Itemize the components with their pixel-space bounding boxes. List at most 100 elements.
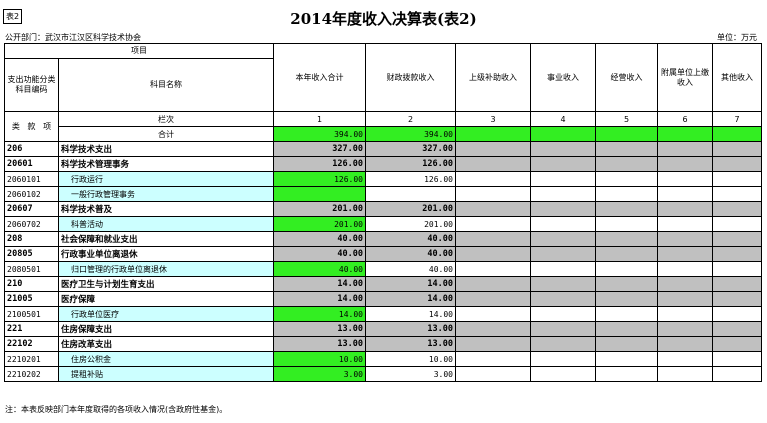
- sheet-tag: 表2: [3, 9, 22, 24]
- row-v3[interactable]: [455, 171, 531, 187]
- row-v4[interactable]: [530, 186, 596, 202]
- row-v4[interactable]: [530, 351, 596, 367]
- row-v4: [530, 156, 596, 172]
- row-name: 提租补贴: [58, 366, 274, 382]
- table-row: 210 医疗卫生与计划生育支出 14.00 14.00: [4, 276, 762, 292]
- header-col-3: 上级补助收入: [455, 43, 531, 112]
- row-v5[interactable]: [595, 261, 658, 277]
- row-v7[interactable]: [712, 306, 762, 322]
- row-v3[interactable]: [455, 186, 531, 202]
- table-row: 2080501 归口管理的行政单位离退休 40.00 40.00: [4, 261, 762, 277]
- table-row: 20805 行政事业单位离退休 40.00 40.00: [4, 246, 762, 262]
- row-v7: [712, 321, 762, 337]
- row-v6[interactable]: [657, 366, 713, 382]
- row-name: 行政单位医疗: [58, 306, 274, 322]
- row-v2: 14.00: [365, 306, 456, 322]
- row-code: 2080501: [4, 261, 59, 277]
- row-v5: [595, 201, 658, 217]
- row-name: 一般行政管理事务: [58, 186, 274, 202]
- income-table: 项目 本年收入合计 财政拨款收入 上级补助收入 事业收入 经营收入 附属单位上缴…: [4, 43, 762, 382]
- row-v6[interactable]: [657, 171, 713, 187]
- row-v5[interactable]: [595, 306, 658, 322]
- row-v4[interactable]: [530, 261, 596, 277]
- table-row: 2060102 一般行政管理事务: [4, 186, 762, 202]
- row-v7[interactable]: [712, 351, 762, 367]
- total-v7[interactable]: [712, 126, 762, 142]
- table-row: 21005 医疗保障 14.00 14.00: [4, 291, 762, 307]
- table-row: 206 科学技术支出 327.00 327.00: [4, 141, 762, 157]
- row-v1[interactable]: 201.00: [273, 216, 366, 232]
- row-v6[interactable]: [657, 261, 713, 277]
- row-v5[interactable]: [595, 171, 658, 187]
- row-v7[interactable]: [712, 171, 762, 187]
- col-num: 6: [657, 111, 713, 127]
- row-v5: [595, 276, 658, 292]
- total-label: 合计: [58, 126, 274, 142]
- row-code: 2060102: [4, 186, 59, 202]
- row-code: 20805: [4, 246, 59, 262]
- row-v3: [455, 201, 531, 217]
- row-v5: [595, 291, 658, 307]
- row-v5[interactable]: [595, 186, 658, 202]
- row-v2: 201.00: [365, 201, 456, 217]
- row-v1: 40.00: [273, 231, 366, 247]
- row-v1[interactable]: 10.00: [273, 351, 366, 367]
- row-v4[interactable]: [530, 306, 596, 322]
- row-v4[interactable]: [530, 171, 596, 187]
- header-func-class: 支出功能分类科目编码: [4, 58, 59, 112]
- row-v7[interactable]: [712, 216, 762, 232]
- table-row: 2210201 住房公积金 10.00 10.00: [4, 351, 762, 367]
- row-v3[interactable]: [455, 366, 531, 382]
- total-v4[interactable]: [530, 126, 596, 142]
- row-v7[interactable]: [712, 366, 762, 382]
- row-v6[interactable]: [657, 216, 713, 232]
- table-row: 20601 科学技术管理事务 126.00 126.00: [4, 156, 762, 172]
- row-v1[interactable]: 3.00: [273, 366, 366, 382]
- row-v6: [657, 201, 713, 217]
- row-v6[interactable]: [657, 351, 713, 367]
- row-code: 2060101: [4, 171, 59, 187]
- row-name: 医疗保障: [58, 291, 274, 307]
- row-v1[interactable]: [273, 186, 366, 202]
- row-code: 22102: [4, 336, 59, 352]
- row-v7[interactable]: [712, 261, 762, 277]
- table-row: 20607 科学技术普及 201.00 201.00: [4, 201, 762, 217]
- row-v4[interactable]: [530, 216, 596, 232]
- row-code: 210: [4, 276, 59, 292]
- header-lei-kuan-xiang: 类 款 项: [4, 111, 59, 142]
- row-v3[interactable]: [455, 261, 531, 277]
- total-v6[interactable]: [657, 126, 713, 142]
- total-v1[interactable]: 394.00: [273, 126, 366, 142]
- row-v6[interactable]: [657, 186, 713, 202]
- row-code: 20607: [4, 201, 59, 217]
- row-v1[interactable]: 14.00: [273, 306, 366, 322]
- row-v7[interactable]: [712, 186, 762, 202]
- row-v2: 14.00: [365, 291, 456, 307]
- unit-label: 单位：万元: [717, 33, 757, 42]
- col-num: 4: [530, 111, 596, 127]
- header-kuan: 款: [27, 121, 36, 131]
- header-col-6: 附属单位上缴收入: [657, 43, 713, 112]
- total-v3[interactable]: [455, 126, 531, 142]
- row-v5[interactable]: [595, 366, 658, 382]
- total-v2[interactable]: 394.00: [365, 126, 456, 142]
- header-col-4: 事业收入: [530, 43, 596, 112]
- row-v1[interactable]: 40.00: [273, 261, 366, 277]
- row-v5[interactable]: [595, 216, 658, 232]
- page-title: 2014年度收入决算表(表2): [290, 10, 477, 28]
- row-v5[interactable]: [595, 351, 658, 367]
- header-lei: 类: [11, 121, 20, 131]
- row-v4[interactable]: [530, 366, 596, 382]
- row-v3[interactable]: [455, 216, 531, 232]
- row-v3[interactable]: [455, 351, 531, 367]
- row-name: 社会保障和就业支出: [58, 231, 274, 247]
- row-v1[interactable]: 126.00: [273, 171, 366, 187]
- row-name: 科学技术管理事务: [58, 156, 274, 172]
- row-v3[interactable]: [455, 306, 531, 322]
- total-v5[interactable]: [595, 126, 658, 142]
- table-row: 2060702 科普活动 201.00 201.00: [4, 216, 762, 232]
- row-v6[interactable]: [657, 306, 713, 322]
- row-v3: [455, 336, 531, 352]
- row-name: 住房改革支出: [58, 336, 274, 352]
- footer-note: 注：本表反映部门本年度取得的各项收入情况(含政府性基金)。: [5, 405, 228, 414]
